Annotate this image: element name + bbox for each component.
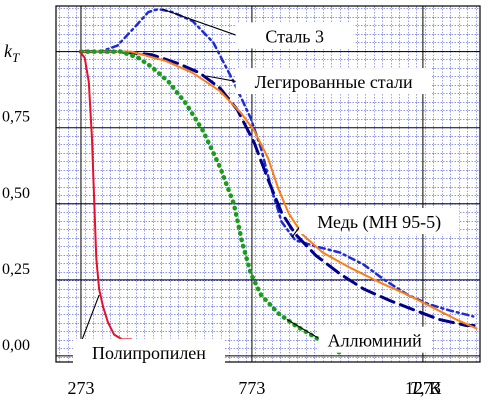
plot-frame bbox=[55, 5, 481, 363]
series-line-5 bbox=[78, 50, 133, 341]
y-tick-label-0-50: 0,50 bbox=[2, 185, 30, 202]
y-tick-label-0-75: 0,75 bbox=[2, 109, 30, 126]
annotation-box-4 bbox=[318, 326, 431, 353]
annotation-легированные-стали: Легированные стали bbox=[255, 72, 413, 92]
annotation-полипропилен: Полипропилен bbox=[92, 343, 206, 363]
annotation-аллюминий: Аллюминий bbox=[328, 331, 422, 351]
series-layer bbox=[78, 7, 479, 359]
leader-4 bbox=[286, 318, 323, 342]
annotation-box-1 bbox=[235, 22, 354, 49]
leader-2 bbox=[206, 75, 240, 83]
series-line-4 bbox=[78, 49, 346, 359]
x-tick-label-1273: 1273 bbox=[405, 378, 441, 398]
plot-border bbox=[55, 5, 481, 363]
fine-grid bbox=[56, 6, 480, 362]
leader-1 bbox=[161, 8, 240, 37]
annotation-box-2 bbox=[235, 68, 432, 95]
annotation-layer: Сталь 3 Легированные стали Медь (МН 95-5) А… bbox=[73, 22, 460, 365]
series-line-1 bbox=[79, 7, 475, 318]
x-tick-label-273: 273 bbox=[67, 378, 94, 398]
x-axis-label: T, К bbox=[410, 378, 442, 398]
annotation-сталь-3: Сталь 3 bbox=[265, 26, 324, 46]
y-tick-label-0-25: 0,25 bbox=[2, 261, 30, 278]
series-line-3 bbox=[80, 50, 478, 330]
tick-layer: 0,00 0,25 0,50 0,75 273 773 1273 bbox=[2, 109, 441, 398]
annotation-box-3 bbox=[299, 208, 460, 235]
y-tick-label-0-00: 0,00 bbox=[2, 337, 30, 354]
series-line-2 bbox=[79, 50, 479, 327]
annotation-box-5 bbox=[73, 338, 226, 365]
x-tick-label-773: 773 bbox=[238, 378, 265, 398]
annotation-медь-мн-95-5: Медь (МН 95-5) bbox=[317, 212, 441, 233]
y-axis-label: kT bbox=[4, 41, 20, 65]
